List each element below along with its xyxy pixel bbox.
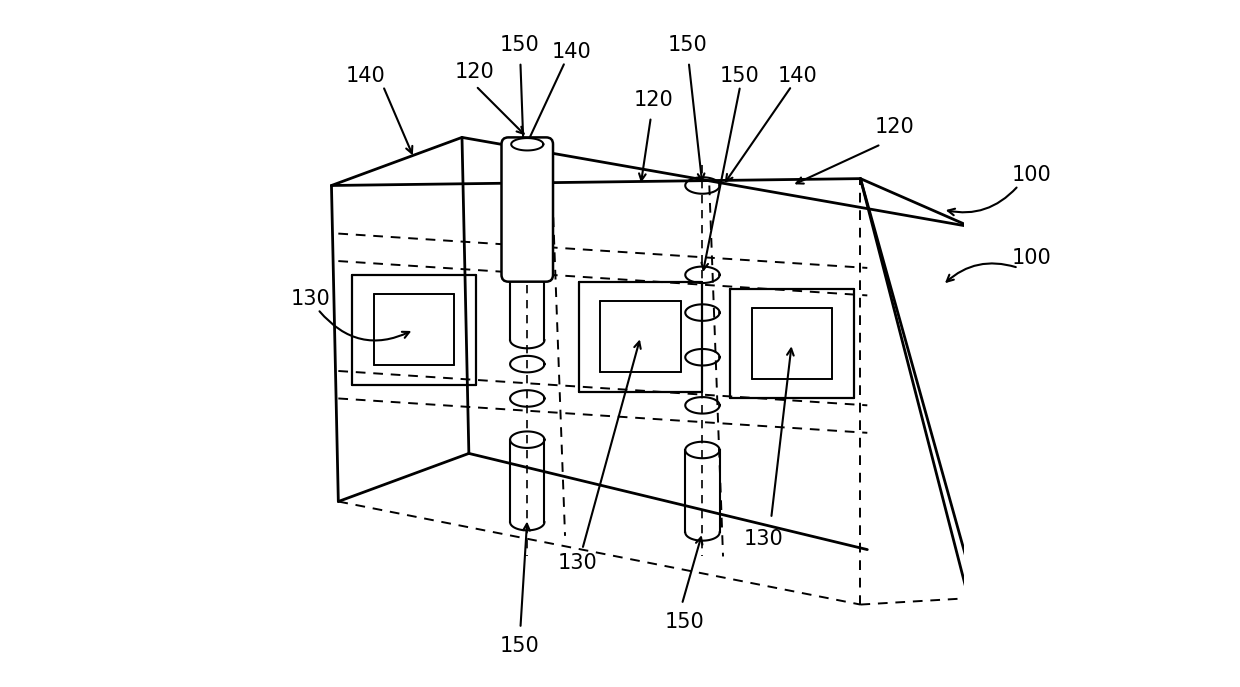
Text: 150: 150: [500, 34, 539, 55]
Text: 130: 130: [744, 529, 784, 550]
Text: 140: 140: [345, 65, 384, 86]
Text: 130: 130: [290, 289, 330, 309]
Text: 130: 130: [558, 553, 598, 574]
Text: 120: 120: [634, 89, 673, 110]
Text: 150: 150: [719, 65, 759, 86]
Text: 100: 100: [1012, 247, 1052, 268]
Text: 140: 140: [552, 41, 591, 62]
Text: 150: 150: [500, 635, 539, 656]
Text: 140: 140: [777, 65, 817, 86]
Text: 120: 120: [874, 117, 914, 137]
Text: 150: 150: [665, 611, 704, 632]
Text: 120: 120: [455, 62, 495, 82]
Text: 100: 100: [1012, 165, 1052, 185]
FancyBboxPatch shape: [501, 137, 553, 282]
Text: 150: 150: [668, 34, 708, 55]
